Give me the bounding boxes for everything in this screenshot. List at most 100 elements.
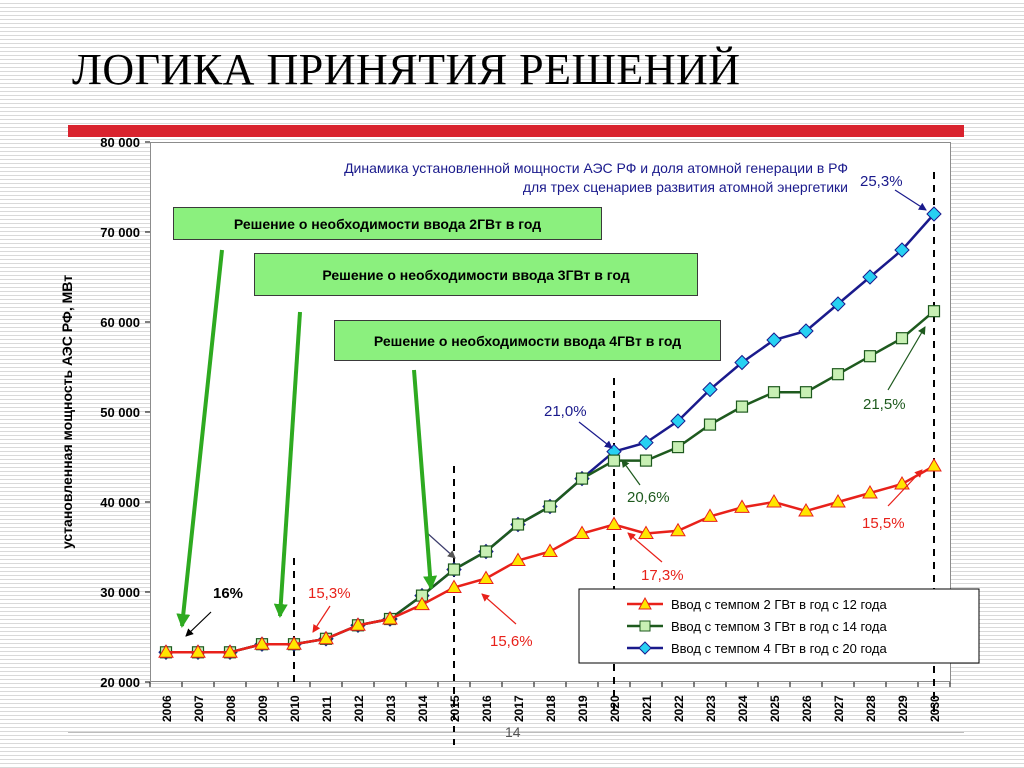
- triangle-point-marker: [254, 636, 270, 650]
- x-tick-label: 2013: [384, 695, 398, 722]
- diamond-point-marker: [798, 323, 814, 339]
- x-tick-label: 2027: [832, 695, 846, 722]
- chart-title-line-1: Динамика установленной мощности АЭС РФ и…: [344, 160, 848, 176]
- x-tick-label: 2009: [256, 695, 270, 722]
- chart-title-line-2: для трех сценариев развития атомной энер…: [523, 179, 848, 195]
- annotation-arrow: [185, 611, 212, 637]
- x-tick-label: 2007: [192, 695, 206, 722]
- y-tick-label: 30 000: [100, 585, 140, 600]
- decision-arrow: [273, 311, 302, 618]
- square-point-marker: [543, 500, 557, 513]
- square-point-marker: [799, 386, 813, 399]
- triangle-point-marker: [638, 525, 654, 539]
- y-tick-label: 70 000: [100, 225, 140, 240]
- triangle-point-marker: [318, 630, 334, 645]
- square-point-marker: [511, 518, 525, 531]
- annotation-arrow: [894, 189, 927, 211]
- triangle-point-marker: [798, 503, 814, 517]
- square-point-marker: [671, 441, 685, 454]
- triangle-point-marker: [286, 636, 302, 650]
- x-tick-label: 2019: [576, 695, 590, 722]
- decision-arrow: [176, 249, 224, 628]
- legend-diamond-marker: [638, 641, 652, 655]
- square-point-marker: [447, 563, 461, 576]
- triangle-point-marker: [414, 596, 430, 611]
- square-point-marker: [607, 454, 621, 467]
- triangle-point-marker: [606, 516, 622, 530]
- square-point-marker: [575, 472, 589, 485]
- decision-note-3gw: Решение о необходимости ввода 3ГВт в год: [254, 253, 698, 296]
- square-point-marker: [927, 305, 941, 318]
- title-accent-bar: [68, 125, 964, 137]
- x-tick-label: 2016: [480, 695, 494, 722]
- diamond-point-marker: [734, 354, 750, 371]
- triangle-point-marker: [894, 476, 910, 490]
- triangle-point-marker: [766, 494, 782, 508]
- square-point-marker: [479, 545, 493, 558]
- x-tick-label: 2021: [640, 695, 654, 722]
- square-point-marker: [831, 368, 845, 381]
- percentage-annotation: 16%: [213, 585, 243, 602]
- square-point-marker: [863, 350, 877, 363]
- triangle-point-marker: [510, 552, 526, 566]
- triangle-point-marker: [862, 485, 878, 499]
- triangle-point-marker: [446, 579, 462, 593]
- x-tick-label: 2011: [320, 696, 334, 722]
- percentage-annotation: 20,6%: [627, 489, 670, 506]
- percentage-annotation: 15,6%: [490, 633, 533, 650]
- legend-entry-label: Ввод с темпом 2 ГВт в год с 12 года: [671, 597, 887, 612]
- square-point-marker: [895, 332, 909, 345]
- annotation-arrow: [312, 605, 331, 633]
- triangle-point-marker: [670, 522, 686, 537]
- triangle-point-marker: [734, 499, 750, 513]
- percentage-annotation: 21,5%: [863, 396, 906, 413]
- legend-triangle-marker: [638, 596, 652, 610]
- annotation-arrow: [887, 469, 923, 507]
- x-tick-label: 2008: [224, 695, 238, 722]
- diamond-point-marker: [670, 413, 686, 429]
- annotation-arrow: [481, 593, 517, 625]
- percentage-annotation: 17,3%: [641, 567, 684, 584]
- x-tick-label: 2029: [896, 695, 910, 722]
- triangle-point-marker: [350, 617, 366, 631]
- y-tick-label: 40 000: [100, 495, 140, 510]
- diamond-point-marker: [638, 434, 654, 451]
- x-tick-label: 2010: [288, 695, 302, 722]
- footer-rule: [68, 732, 964, 733]
- triangle-point-marker: [574, 525, 590, 539]
- legend-entry-label: Ввод с темпом 4 ГВт в год с 20 года: [671, 641, 887, 656]
- diamond-point-marker: [926, 206, 942, 222]
- triangle-point-marker: [926, 458, 942, 472]
- square-point-marker: [735, 400, 749, 413]
- y-tick-label: 50 000: [100, 405, 140, 420]
- y-tick-label: 80 000: [100, 135, 140, 150]
- y-tick-label: 60 000: [100, 315, 140, 330]
- page-number: 14: [505, 724, 521, 740]
- x-tick-label: 2028: [864, 695, 878, 722]
- legend-square-marker: [639, 620, 651, 632]
- annotation-arrow: [887, 326, 926, 391]
- y-tick-label: 20 000: [100, 675, 140, 690]
- x-tick-label: 2006: [160, 695, 174, 722]
- x-tick-label: 2014: [416, 695, 430, 722]
- annotation-arrow: [621, 459, 641, 486]
- diamond-point-marker: [862, 269, 878, 285]
- x-tick-label: 2025: [768, 695, 782, 722]
- triangle-point-marker: [190, 644, 206, 658]
- diamond-point-marker: [830, 296, 846, 312]
- x-tick-label: 2022: [672, 695, 686, 722]
- percentage-annotation: 21,0%: [544, 403, 587, 420]
- slide-title: ЛОГИКА ПРИНЯТИЯ РЕШЕНИЙ: [72, 45, 741, 94]
- diamond-point-marker: [894, 242, 910, 258]
- annotation-arrow: [578, 421, 613, 449]
- decision-note-4gw: Решение о необходимости ввода 4ГВт в год: [334, 320, 721, 361]
- square-point-marker: [639, 454, 653, 467]
- x-tick-label: 2026: [800, 695, 814, 722]
- percentage-annotation: 15,5%: [862, 515, 905, 532]
- diamond-point-marker: [766, 332, 782, 348]
- triangle-point-marker: [382, 611, 398, 625]
- pointer-arrow: [425, 531, 456, 559]
- square-point-marker: [767, 386, 781, 399]
- triangle-point-marker: [158, 644, 174, 658]
